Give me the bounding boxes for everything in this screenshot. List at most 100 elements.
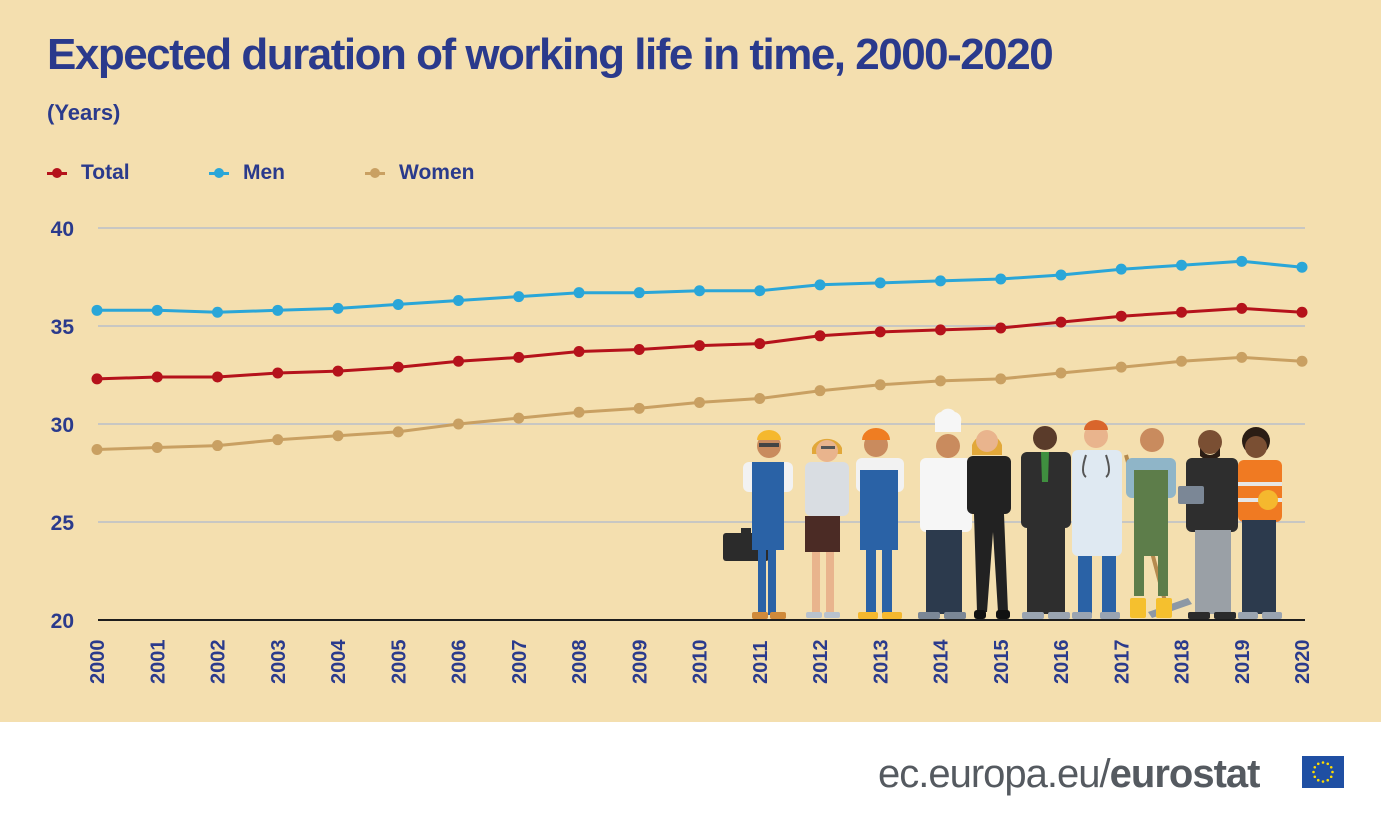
legend-marker-men-icon [209,162,231,184]
y-axis: 20 25 30 35 40 [51,218,75,633]
data-point-total [91,373,103,385]
data-point-men [453,295,464,307]
data-point-total [392,361,404,373]
x-tick-label: 2005 [388,640,410,685]
x-tick-label: 2020 [1292,640,1314,685]
flag-star-icon [1312,770,1315,774]
chart-title: Expected duration of working life in tim… [47,30,1054,79]
data-point-total [332,365,344,377]
worker-doctor-icon [1072,420,1122,619]
data-point-men [1115,263,1127,275]
flag-star-icon [1313,765,1317,769]
y-tick-label: 35 [51,316,75,339]
x-tick-label: 2001 [147,640,169,685]
data-point-men [392,298,404,310]
data-point-men [814,279,826,291]
x-tick-label: 2017 [1111,640,1133,685]
x-tick-label: 2015 [991,640,1013,685]
y-tick-label: 20 [51,610,74,633]
data-point-women [1055,367,1067,379]
x-tick-label: 2010 [690,640,712,685]
flag-star-icon [1313,775,1317,779]
data-point-women [1236,351,1248,363]
data-point-total [1176,306,1187,318]
x-tick-label: 2004 [328,639,350,684]
data-point-total [995,322,1007,334]
data-point-women [995,373,1007,385]
x-tick-label: 2008 [569,640,591,685]
data-point-men [633,287,645,299]
x-tick-label: 2006 [449,640,471,685]
data-point-women [272,434,284,446]
data-point-women [814,385,826,397]
legend-marker-women-icon [365,162,387,184]
data-point-total [814,330,826,342]
flag-star-icon [1316,762,1320,766]
worker-chef-icon [918,408,972,619]
data-point-women [513,412,525,424]
data-point-women [453,418,464,430]
y-tick-label: 25 [51,512,75,535]
data-point-total [1236,302,1248,314]
data-point-total [453,355,464,367]
series-total [91,302,1308,385]
worker-businesswoman-icon [967,430,1011,619]
x-tick-label: 2007 [509,640,531,685]
flag-star-icon [1321,780,1325,783]
data-point-men [513,291,525,303]
flag-star-icon [1326,762,1330,766]
data-point-men [935,275,946,287]
data-point-total [1296,306,1308,318]
data-point-total [272,367,284,379]
data-point-men [332,302,344,314]
x-axis: 2000 2001 2002 2003 2004 2005 2006 2007 2008 2009… [87,639,1314,684]
worker-businessman-icon [1021,426,1071,619]
x-tick-label: 2018 [1172,640,1194,685]
data-point-total [754,338,766,350]
flag-star-icon [1329,775,1333,779]
series [91,255,1308,455]
data-point-women [212,440,223,452]
data-point-men [1055,269,1067,281]
worker-office-woman-icon [805,438,849,618]
legend-label-women: Women [399,161,475,184]
flag-star-icon [1316,778,1320,782]
data-point-women [151,442,163,454]
data-point-total [513,351,525,363]
data-point-total [1115,310,1127,322]
source-url-prefix: ec.europa.eu/ [878,751,1111,796]
data-point-women [91,443,103,455]
data-point-women [1176,355,1187,367]
flag-star-icon [1326,778,1330,782]
data-point-women [392,426,404,438]
data-point-total [212,371,223,383]
data-point-women [1115,361,1127,373]
x-tick-label: 2003 [268,640,290,685]
x-tick-label: 2014 [931,639,953,684]
x-tick-label: 2019 [1232,640,1254,685]
data-point-women [754,393,766,405]
data-point-men [1236,255,1248,267]
data-point-women [874,379,886,391]
data-point-total [874,326,886,338]
chart-panel [0,0,1381,722]
x-tick-label: 2016 [1051,640,1073,685]
worker-manager-icon [1178,430,1238,619]
data-point-women [633,402,645,414]
x-tick-label: 2000 [87,640,109,685]
data-point-men [91,304,103,316]
source-url[interactable]: ec.europa.eu/eurostat [878,751,1261,796]
worker-farmer-icon [1124,428,1192,618]
data-point-men [754,285,766,297]
chart-subtitle: (Years) [47,100,121,125]
source-url-brand: eurostat [1109,751,1261,796]
data-point-men [151,304,163,316]
x-tick-label: 2002 [208,640,230,685]
legend-label-total: Total [81,161,130,184]
legend-marker-total-icon [47,162,69,184]
data-point-men [573,287,585,299]
data-point-total [694,340,705,352]
data-point-men [694,285,705,297]
flag-star-icon [1331,770,1334,774]
workers-illustration [723,408,1282,619]
